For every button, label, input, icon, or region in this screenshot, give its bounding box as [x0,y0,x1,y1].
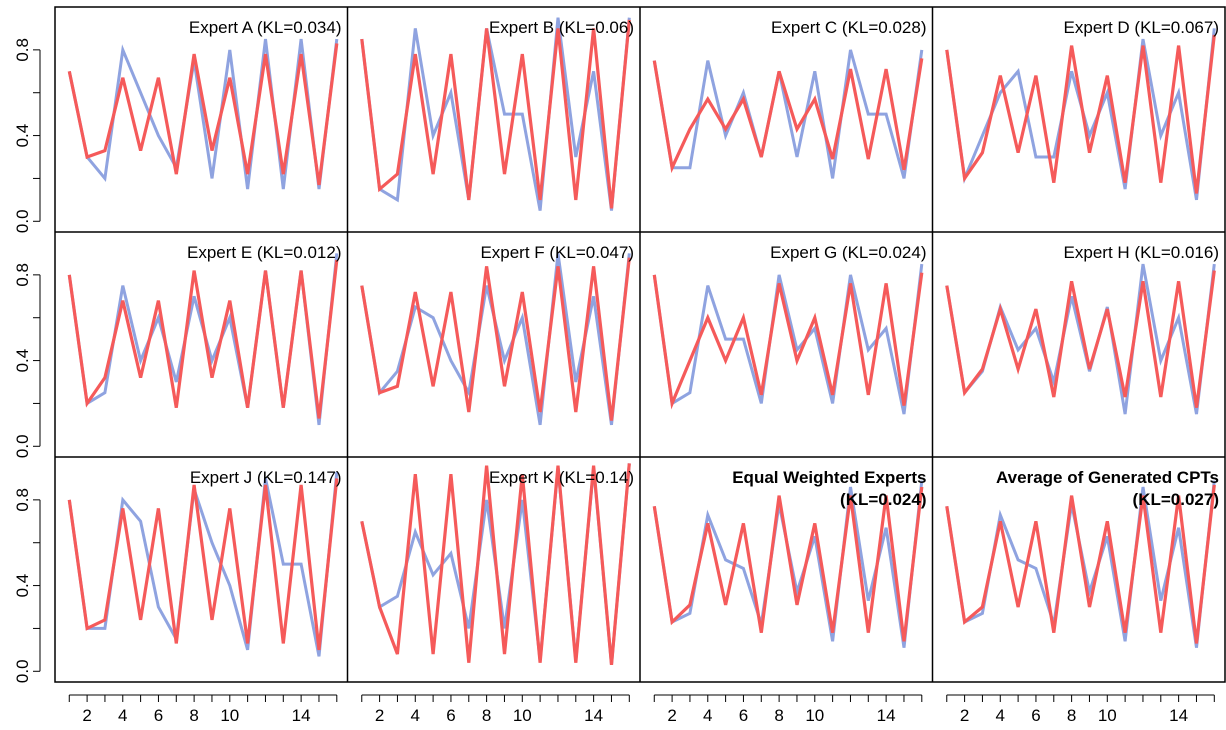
panel-title: Expert F (KL=0.047) [480,243,634,262]
x-tick-label: 2 [960,706,969,725]
series-b-line [67,478,339,651]
panel-1: Expert A (KL=0.034) [67,18,342,190]
y-tick-label: 0.8 [13,263,32,287]
panel-12: Average of Generated CPTs (KL=0.027) [945,468,1219,648]
series-b-line [360,19,631,209]
series-b-line [945,270,1216,408]
panel-11: Equal Weighted Experts (KL=0.024) [652,468,927,648]
series-b-line [360,257,631,421]
series-b-line [360,463,631,666]
y-tick-label: 0.4 [13,124,32,148]
y-tick-label: 0.0 [13,209,32,233]
y-axes: 0.0 0.4 0.8 0.0 0.4 0.8 0.0 0.4 0.8 [13,38,41,683]
x-tick-label: 4 [411,706,420,725]
x-tick-label: 10 [805,706,824,725]
panel-4: Expert D (KL=0.067) [945,18,1219,201]
x-axis-col-1: 2 4 6 8 10 14 [68,694,338,725]
x-axis-col-2: 2 4 6 8 10 14 [361,694,630,725]
series-b-line [652,58,924,174]
x-tick-label: 10 [1098,706,1117,725]
panel-title-line2: (KL=0.024) [840,490,926,509]
panel-title: Expert H (KL=0.016) [1064,243,1219,262]
panel-title: Expert C (KL=0.028) [771,18,926,37]
panel-title: Expert J (KL=0.147) [190,468,342,487]
panel-title: Equal Weighted Experts [732,468,926,487]
series-b-line [652,486,924,642]
panel-9: Expert J (KL=0.147) [67,468,342,657]
x-tick-label: 8 [482,706,491,725]
y-tick-label: 0.4 [13,574,32,598]
y-tick-label: 0.4 [13,349,32,373]
x-tick-label: 4 [996,706,1005,725]
x-tick-label: 6 [739,706,748,725]
y-axis-row-1: 0.0 0.4 0.8 [13,38,41,233]
x-tick-label: 2 [667,706,676,725]
x-tick-label: 6 [154,706,163,725]
y-tick-label: 0.8 [13,488,32,512]
x-tick-label: 2 [82,706,91,725]
series-b-line [945,484,1216,644]
series-b-line [67,259,339,419]
panel-title: Expert K (KL=0.14) [489,468,634,487]
x-tick-label: 14 [877,706,896,725]
panel-title-line2: (KL=0.027) [1133,490,1219,509]
panel-title: Expert A (KL=0.034) [189,18,342,37]
x-axis-col-4: 2 4 6 8 10 14 [946,694,1215,725]
x-tick-label: 10 [513,706,532,725]
x-tick-label: 4 [703,706,712,725]
x-tick-label: 14 [292,706,311,725]
x-axis-col-3: 2 4 6 8 10 14 [653,694,923,725]
panel-grid: Expert A (KL=0.034) Expert B (KL=0.06) Exp… [67,17,1219,666]
series-a-line [652,263,924,415]
panel-8: Expert H (KL=0.016) [945,243,1219,415]
panel-title: Average of Generated CPTs [996,468,1219,487]
panel-title: Expert G (KL=0.024) [770,243,926,262]
panel-title: Expert E (KL=0.012) [187,243,342,262]
x-tick-label: 14 [584,706,603,725]
panel-10: Expert K (KL=0.14) [360,463,634,666]
x-tick-label: 6 [446,706,455,725]
x-tick-label: 6 [1031,706,1040,725]
series-a-line [652,49,924,179]
panel-3: Expert C (KL=0.028) [652,18,927,179]
x-tick-label: 10 [220,706,239,725]
x-axes: 2 4 6 8 10 14 2 4 6 8 10 14 2 4 6 8 10 14 2 4 6 8 10 14 [68,694,1215,725]
panel-2: Expert B (KL=0.06) [360,17,634,211]
x-tick-label: 14 [1169,706,1188,725]
series-a-line [945,28,1216,201]
x-tick-label: 4 [118,706,127,725]
x-tick-label: 8 [1067,706,1076,725]
y-axis-row-3: 0.0 0.4 0.8 [13,488,41,683]
panel-title: Expert D (KL=0.067) [1064,18,1219,37]
series-a-line [945,263,1216,415]
y-axis-row-2: 0.0 0.4 0.8 [13,263,41,458]
outer-frame [54,6,1226,683]
series-b-line [652,272,924,410]
panel-7: Expert G (KL=0.024) [652,243,927,415]
series-b-line [67,43,339,186]
y-tick-label: 0.0 [13,659,32,683]
x-tick-label: 2 [375,706,384,725]
panel-6: Expert F (KL=0.047) [360,243,634,426]
series-a-line [360,253,631,426]
y-tick-label: 0.0 [13,434,32,458]
panel-5: Expert E (KL=0.012) [67,243,342,426]
y-tick-label: 0.8 [13,38,32,62]
x-tick-label: 8 [189,706,198,725]
series-a-line [67,38,339,190]
panel-title: Expert B (KL=0.06) [489,18,634,37]
series-b-line [945,34,1216,194]
x-tick-label: 8 [774,706,783,725]
series-a-line [67,253,339,426]
